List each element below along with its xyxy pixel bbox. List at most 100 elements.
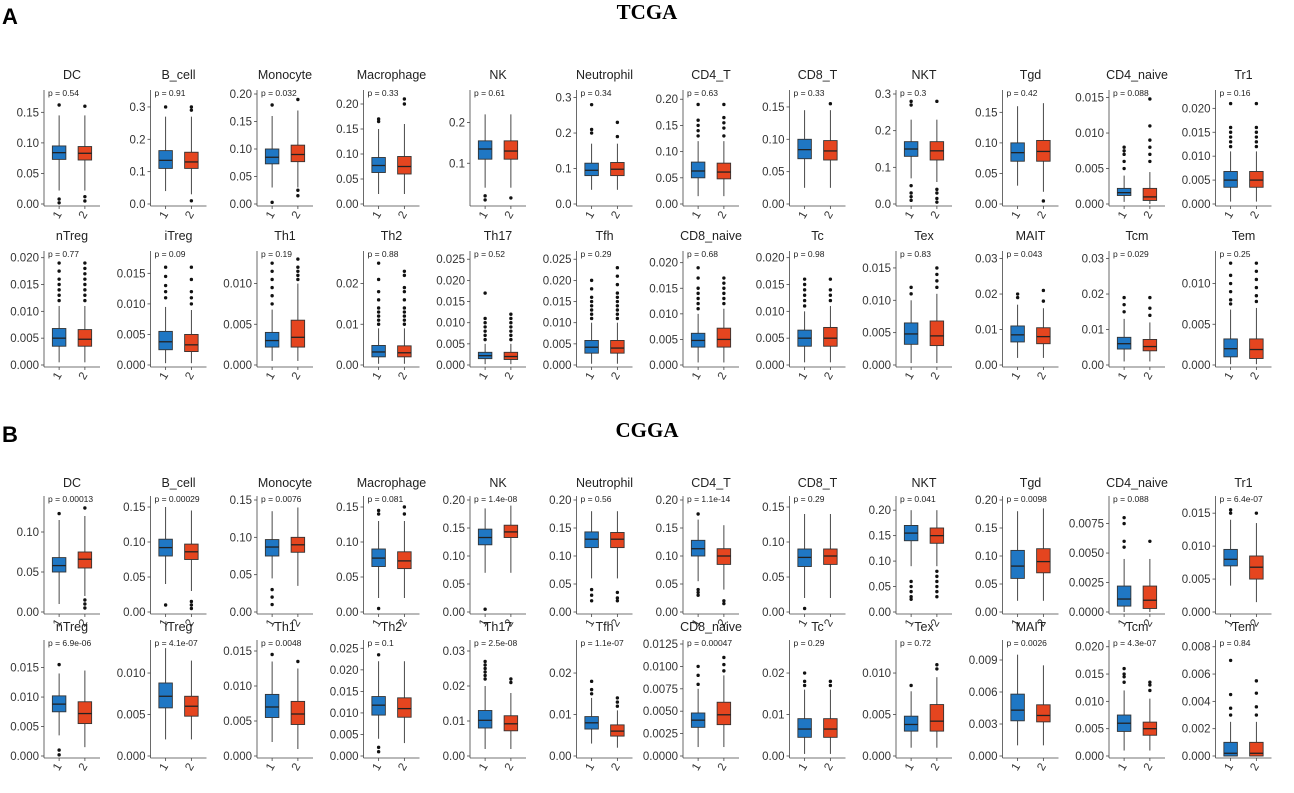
x-tick-label: 2 bbox=[503, 210, 517, 222]
x-tick-label: 1 bbox=[371, 618, 385, 630]
y-tick-label: 0.020 bbox=[543, 275, 572, 287]
y-tick-label: 0.20 bbox=[230, 89, 252, 101]
y-tick-label: 0.000 bbox=[1182, 360, 1211, 372]
outlier-point bbox=[615, 308, 620, 312]
y-tick-label: 0.02 bbox=[549, 668, 571, 680]
outlier-point bbox=[589, 587, 594, 592]
y-tick-label: 0.05 bbox=[17, 567, 39, 579]
outlier-point bbox=[828, 102, 833, 106]
outlier-point bbox=[376, 261, 381, 265]
outlier-point bbox=[1228, 298, 1233, 302]
outlier-point bbox=[1254, 691, 1259, 695]
panel-a-section: A TCGA DC 0.00 0.05 0.10 0.15 p = 0.54 1 2 B_cel… bbox=[0, 0, 1294, 395]
outlier-point bbox=[696, 102, 700, 107]
p-value-label: p = 0.029 bbox=[1113, 249, 1149, 259]
x-tick-label: 2 bbox=[929, 618, 943, 630]
y-tick-label: 0.0 bbox=[875, 199, 891, 211]
outlier-point bbox=[1122, 302, 1126, 307]
y-tick-label: 0.20 bbox=[656, 94, 678, 106]
facet-title: Tc bbox=[811, 229, 824, 243]
y-tick-label: 0.000 bbox=[10, 751, 39, 763]
outlier-point bbox=[909, 589, 913, 594]
outlier-point bbox=[1148, 138, 1152, 142]
x-tick-label: 1 bbox=[903, 762, 917, 774]
x-tick-label: 2 bbox=[396, 371, 410, 383]
x-tick-label: 2 bbox=[183, 762, 197, 774]
y-tick-label: 0.000 bbox=[1075, 751, 1104, 763]
p-value-label: p = 0.088 bbox=[1113, 88, 1149, 98]
outlier-point bbox=[1148, 152, 1152, 157]
outlier-point bbox=[1122, 515, 1126, 520]
box-group-2 bbox=[823, 326, 838, 347]
box-group-2 bbox=[1142, 339, 1158, 352]
facet-tcm: Tcm 0.000 0.005 0.010 0.015 0.020 p = 4.3e-07 1… bbox=[1075, 620, 1165, 773]
outlier-point bbox=[828, 298, 833, 303]
y-tick-label: 0.10 bbox=[336, 149, 358, 161]
outlier-point bbox=[1228, 289, 1233, 294]
outlier-point bbox=[270, 595, 274, 599]
box-group-1 bbox=[1223, 741, 1238, 757]
outlier-point bbox=[1122, 152, 1126, 157]
outlier-point bbox=[935, 667, 939, 671]
x-tick-label: 2 bbox=[609, 210, 623, 222]
x-tick-label: 2 bbox=[396, 618, 410, 630]
facet-monocyte: Monocyte 0.00 0.05 0.10 0.15 p = 0.0076 1 2 bbox=[230, 476, 313, 629]
outlier-point bbox=[722, 296, 726, 301]
panel-label: B bbox=[2, 422, 18, 447]
outlier-point bbox=[615, 291, 620, 295]
box-group-2 bbox=[397, 697, 412, 718]
x-tick-label: 2 bbox=[1142, 210, 1156, 222]
x-tick-label: 1 bbox=[690, 371, 704, 383]
outlier-point bbox=[270, 285, 274, 290]
outlier-point bbox=[376, 117, 381, 121]
facet-title: NK bbox=[489, 68, 507, 82]
x-tick-label: 2 bbox=[77, 210, 91, 222]
x-tick-label: 1 bbox=[797, 618, 811, 630]
facet-dc: DC 0.00 0.05 0.10 0.15 p = 0.54 1 2 bbox=[17, 68, 100, 221]
cohort-title: CGGA bbox=[615, 418, 679, 442]
outlier-point bbox=[589, 304, 594, 308]
outlier-point bbox=[1254, 261, 1259, 265]
outlier-point bbox=[802, 298, 807, 303]
outlier-point bbox=[402, 97, 407, 101]
box-group-2 bbox=[823, 718, 838, 738]
outlier-point bbox=[909, 584, 913, 589]
y-tick-label: 0.0 bbox=[130, 199, 146, 211]
p-value-label: p = 0.088 bbox=[1113, 494, 1149, 504]
outlier-point bbox=[802, 671, 807, 675]
facet-title: Tc bbox=[811, 620, 824, 634]
y-tick-label: 0.05 bbox=[336, 572, 358, 584]
box-group-2 bbox=[290, 319, 306, 348]
outlier-point bbox=[1228, 261, 1233, 265]
x-tick-label: 1 bbox=[158, 762, 172, 774]
outlier-point bbox=[1254, 299, 1259, 304]
p-value-label: p = 0.1 bbox=[368, 638, 395, 648]
outlier-point bbox=[935, 272, 939, 277]
outlier-point bbox=[935, 595, 939, 599]
facet-title: DC bbox=[63, 476, 81, 490]
y-tick-label: 0.00 bbox=[656, 199, 678, 211]
y-tick-label: 0.2 bbox=[556, 128, 572, 140]
outlier-point bbox=[1254, 294, 1259, 298]
outlier-point bbox=[696, 128, 700, 133]
box-group-1 bbox=[1223, 548, 1238, 567]
p-value-label: p = 4.3e-07 bbox=[1113, 638, 1157, 648]
outlier-point bbox=[189, 606, 194, 611]
box-group-2 bbox=[1036, 704, 1051, 723]
y-tick-label: 0.000 bbox=[756, 360, 785, 372]
x-tick-label: 2 bbox=[503, 371, 517, 383]
box-group-2 bbox=[929, 320, 945, 347]
x-tick-label: 2 bbox=[1035, 762, 1049, 774]
facet-title: Tgd bbox=[1020, 476, 1042, 490]
x-tick-label: 2 bbox=[929, 210, 943, 222]
box-group-1 bbox=[1010, 693, 1025, 722]
y-tick-label: 0.05 bbox=[656, 579, 678, 591]
outlier-point bbox=[483, 316, 487, 321]
x-tick-label: 1 bbox=[1223, 371, 1237, 383]
outlier-point bbox=[1254, 705, 1259, 709]
facet-title: CD8_naive bbox=[680, 229, 742, 243]
y-tick-label: 0.015 bbox=[1182, 508, 1211, 520]
y-tick-label: 0.2 bbox=[449, 118, 465, 130]
y-tick-label: 0.05 bbox=[123, 572, 145, 584]
x-tick-label: 1 bbox=[371, 762, 385, 774]
